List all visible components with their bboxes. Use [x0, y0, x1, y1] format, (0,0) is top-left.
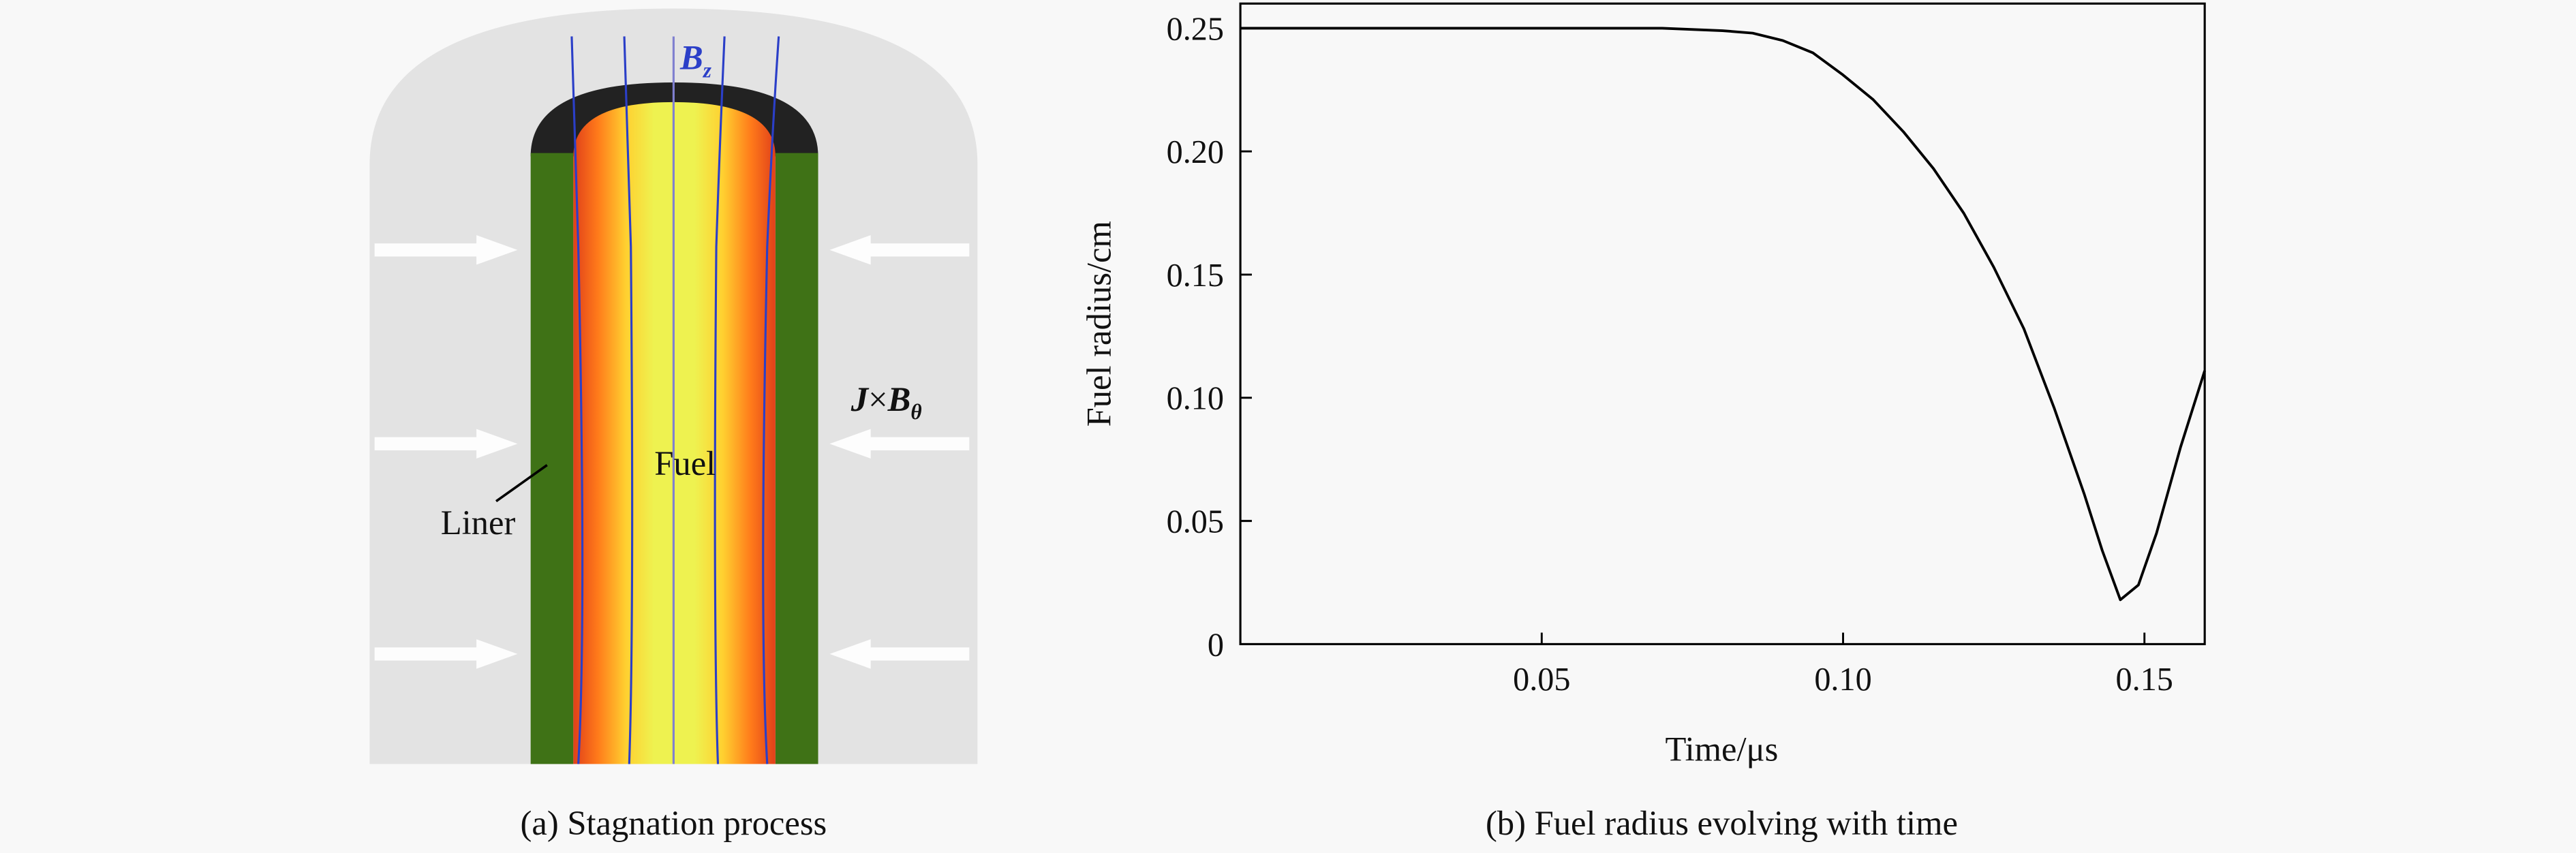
y-tick-label: 0.15: [1167, 258, 1224, 294]
y-tick-label: 0.05: [1167, 503, 1224, 540]
liner-right: [775, 153, 818, 764]
x-tick-label: 0.10: [1814, 662, 1871, 698]
x-tick-label: 0.15: [2116, 662, 2173, 698]
liner-pointer: [495, 464, 548, 503]
field-subscript: z: [703, 59, 712, 82]
x-tick-label: 0.05: [1513, 662, 1570, 698]
diagram: Bz J×Bθ Fuel Liner (a) Stagnation proces…: [369, 8, 978, 842]
y-axis-label: Fuel radius/cm: [1080, 221, 1118, 427]
force-subscript: θ: [910, 400, 921, 424]
x-axis-label: Time/μs: [1665, 730, 1778, 769]
y-tick-label: 0.20: [1167, 134, 1224, 170]
field-label: Bz: [679, 39, 712, 82]
line-chart: (b) Fuel radius evolving with time Time/…: [1080, 2, 2207, 842]
force-b: B: [887, 380, 911, 418]
force-times: ×: [868, 380, 888, 418]
y-tick-label: 0.10: [1167, 381, 1224, 417]
force-j: J: [850, 380, 870, 418]
caption-b: (b) Fuel radius evolving with time: [1486, 804, 1958, 842]
force-label: J×Bθ: [850, 380, 922, 424]
liner-label: Liner: [441, 503, 516, 542]
field-lines: [570, 36, 780, 764]
caption-a: (a) Stagnation process: [521, 804, 827, 842]
fuel-label: Fuel: [654, 444, 716, 482]
plot-frame: [1239, 2, 2206, 645]
data-line: [1240, 27, 2207, 602]
y-tick-label: 0.25: [1167, 11, 1224, 47]
force-arrows: [374, 235, 970, 669]
y-tick-label: 0: [1208, 627, 1224, 663]
field-symbol: B: [679, 39, 703, 77]
liner-left: [530, 153, 574, 764]
